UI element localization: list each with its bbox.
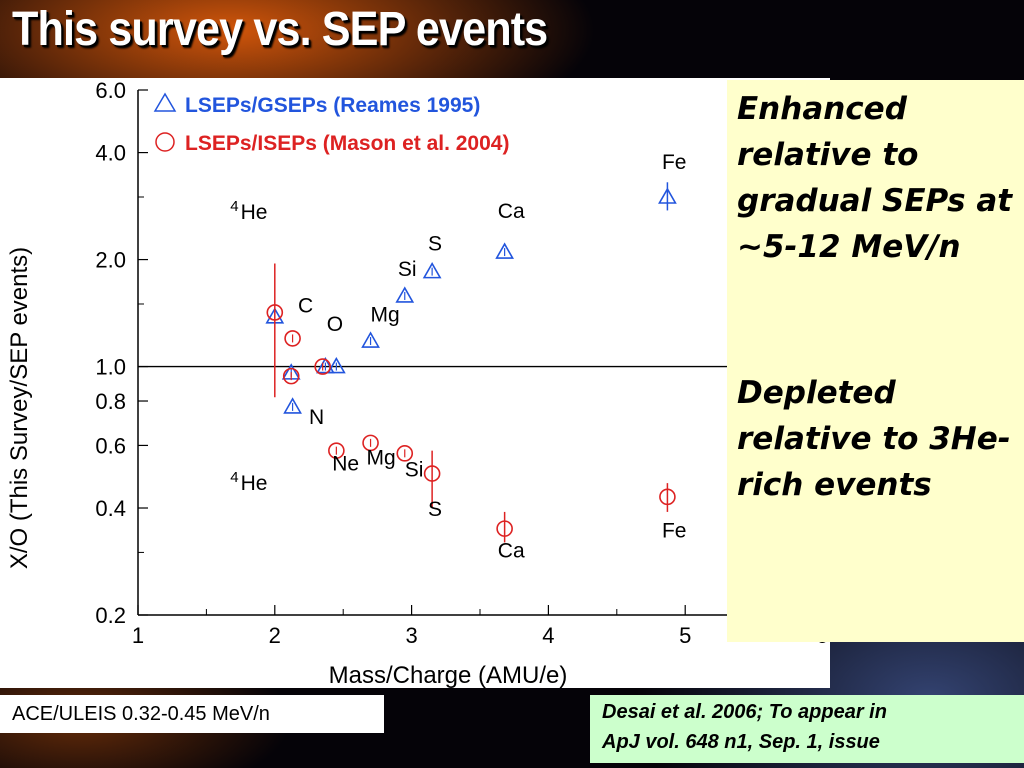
- element-label: Mg: [371, 303, 400, 326]
- element-label: Si: [398, 258, 417, 281]
- circle-marker: [362, 434, 379, 452]
- element-label: He: [241, 201, 268, 224]
- y-axis-label: X/O (This Survey/SEP events): [6, 247, 33, 569]
- y-tick-label: 1.0: [95, 355, 126, 380]
- circle-marker: [396, 445, 414, 462]
- element-mass-number: 4: [230, 198, 238, 215]
- element-label: S: [428, 498, 442, 521]
- depleted-note: Depleted relative to 3He-rich events: [737, 375, 1011, 503]
- circle-marker: [659, 488, 676, 506]
- y-tick-label: 0.2: [95, 603, 126, 628]
- element-label: He: [241, 472, 268, 495]
- ratio-scatter-chart: 6.04.02.01.00.80.60.40.2123456 4HeNMgSiS…: [6, 78, 828, 688]
- y-tick-label: 0.4: [95, 496, 126, 521]
- circle-marker: [284, 330, 301, 347]
- enhanced-note: Enhanced relative to gradual SEPs at ~5-…: [737, 91, 1013, 265]
- circle-marker: [328, 442, 345, 459]
- legend-label: LSEPs/ISEPs (Mason et al. 2004): [185, 132, 509, 155]
- y-tick-label: 2.0: [95, 248, 126, 273]
- element-mass-number: 4: [230, 469, 238, 486]
- x-tick-label: 5: [679, 623, 691, 648]
- element-label: Si: [405, 459, 424, 482]
- chart-panel: 6.04.02.01.00.80.60.40.2123456 4HeNMgSiS…: [0, 78, 830, 688]
- element-label: C: [298, 294, 313, 317]
- x-tick-label: 1: [132, 623, 144, 648]
- circle-marker: [266, 304, 284, 321]
- triangle-marker: [658, 187, 677, 204]
- element-label: N: [309, 406, 324, 429]
- element-label: Ca: [498, 200, 525, 223]
- triangle-marker: [361, 331, 380, 348]
- y-tick-label: 0.6: [95, 433, 126, 458]
- instrument-label: ACE/ULEIS 0.32-0.45 MeV/n: [0, 695, 384, 733]
- circle-marker: [496, 520, 513, 537]
- annotation-box: Enhanced relative to gradual SEPs at ~5-…: [727, 80, 1024, 642]
- element-label: Ne: [332, 453, 359, 476]
- circle-marker: [314, 358, 331, 375]
- element-label: Mg: [366, 447, 395, 470]
- x-tick-label: 3: [405, 623, 417, 648]
- reference-line-2: ApJ vol. 648 n1, Sep. 1, issue: [602, 731, 880, 753]
- slide-title: This survey vs. SEP events: [12, 3, 548, 56]
- legend-label: LSEPs/GSEPs (Reames 1995): [185, 94, 480, 117]
- x-tick-label: 2: [269, 623, 281, 648]
- chart-axes: 6.04.02.01.00.80.60.40.2123456: [95, 78, 828, 648]
- triangle-marker: [326, 356, 346, 374]
- chart-legend: LSEPs/GSEPs (Reames 1995) LSEPs/ISEPs (Ma…: [153, 92, 509, 155]
- x-axis-label: Mass/Charge (AMU/e): [329, 662, 568, 688]
- circle-marker: [423, 465, 441, 482]
- y-tick-label: 6.0: [95, 78, 126, 103]
- reference-line-1: Desai et al. 2006; To appear in: [602, 701, 887, 723]
- element-label: O: [327, 313, 343, 336]
- element-label: S: [428, 233, 442, 256]
- triangle-marker: [395, 286, 415, 303]
- y-tick-label: 4.0: [95, 141, 126, 166]
- triangle-marker: [283, 397, 302, 414]
- legend-triangle-icon: [153, 92, 177, 112]
- legend-circle-icon: [155, 132, 175, 152]
- x-tick-label: 4: [542, 623, 554, 648]
- element-label: Ca: [498, 540, 525, 563]
- element-label: Fe: [662, 520, 687, 543]
- element-label: Fe: [662, 151, 687, 174]
- y-tick-label: 0.8: [95, 389, 126, 414]
- circle-marker: [282, 367, 300, 385]
- triangle-marker: [422, 262, 442, 279]
- triangle-marker: [495, 242, 515, 259]
- reference-box: Desai et al. 2006; To appear in ApJ vol.…: [590, 695, 1024, 763]
